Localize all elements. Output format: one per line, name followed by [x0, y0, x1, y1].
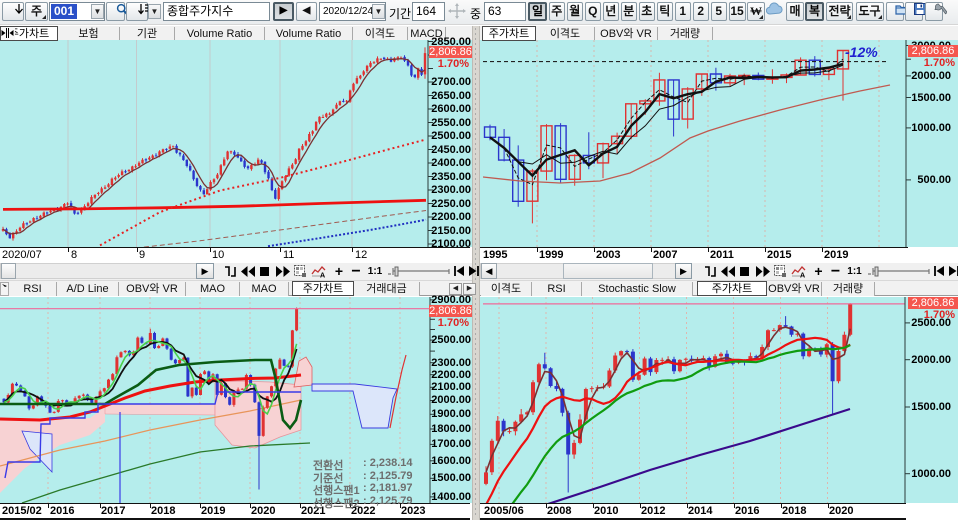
svg-text:A: A — [320, 273, 325, 279]
svg-text:A: A — [800, 273, 805, 279]
